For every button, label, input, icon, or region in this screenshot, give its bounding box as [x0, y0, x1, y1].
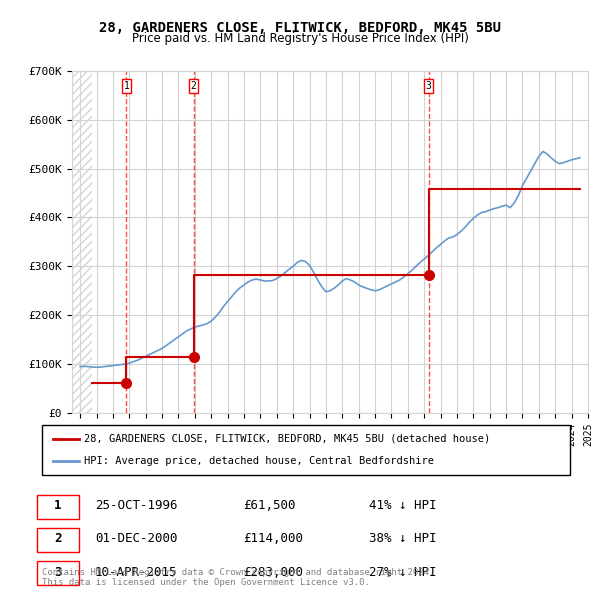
Text: 28, GARDENERS CLOSE, FLITWICK, BEDFORD, MK45 5BU (detached house): 28, GARDENERS CLOSE, FLITWICK, BEDFORD, …: [84, 434, 490, 444]
Text: Price paid vs. HM Land Registry's House Price Index (HPI): Price paid vs. HM Land Registry's House …: [131, 32, 469, 45]
Text: 27% ↓ HPI: 27% ↓ HPI: [370, 566, 437, 579]
Bar: [72, 71, 92, 413]
FancyBboxPatch shape: [37, 528, 79, 552]
Bar: [72, 71, 92, 413]
Text: 1: 1: [124, 81, 130, 91]
Text: 25-OCT-1996: 25-OCT-1996: [95, 499, 178, 512]
Text: HPI: Average price, detached house, Central Bedfordshire: HPI: Average price, detached house, Cent…: [84, 456, 434, 466]
Text: Contains HM Land Registry data © Crown copyright and database right 2024.
This d: Contains HM Land Registry data © Crown c…: [42, 568, 434, 587]
Text: 01-DEC-2000: 01-DEC-2000: [95, 532, 178, 546]
Text: 41% ↓ HPI: 41% ↓ HPI: [370, 499, 437, 512]
FancyBboxPatch shape: [37, 561, 79, 585]
Text: 3: 3: [54, 566, 62, 579]
Text: 2: 2: [191, 81, 196, 91]
FancyBboxPatch shape: [42, 425, 570, 475]
FancyBboxPatch shape: [37, 495, 79, 519]
Text: 3: 3: [425, 81, 431, 91]
Text: £114,000: £114,000: [242, 532, 302, 546]
Text: 28, GARDENERS CLOSE, FLITWICK, BEDFORD, MK45 5BU: 28, GARDENERS CLOSE, FLITWICK, BEDFORD, …: [99, 21, 501, 35]
Text: 10-APR-2015: 10-APR-2015: [95, 566, 178, 579]
Text: £61,500: £61,500: [242, 499, 295, 512]
Text: £283,000: £283,000: [242, 566, 302, 579]
Text: 2: 2: [54, 532, 62, 546]
Text: 1: 1: [54, 499, 62, 512]
Text: 38% ↓ HPI: 38% ↓ HPI: [370, 532, 437, 546]
